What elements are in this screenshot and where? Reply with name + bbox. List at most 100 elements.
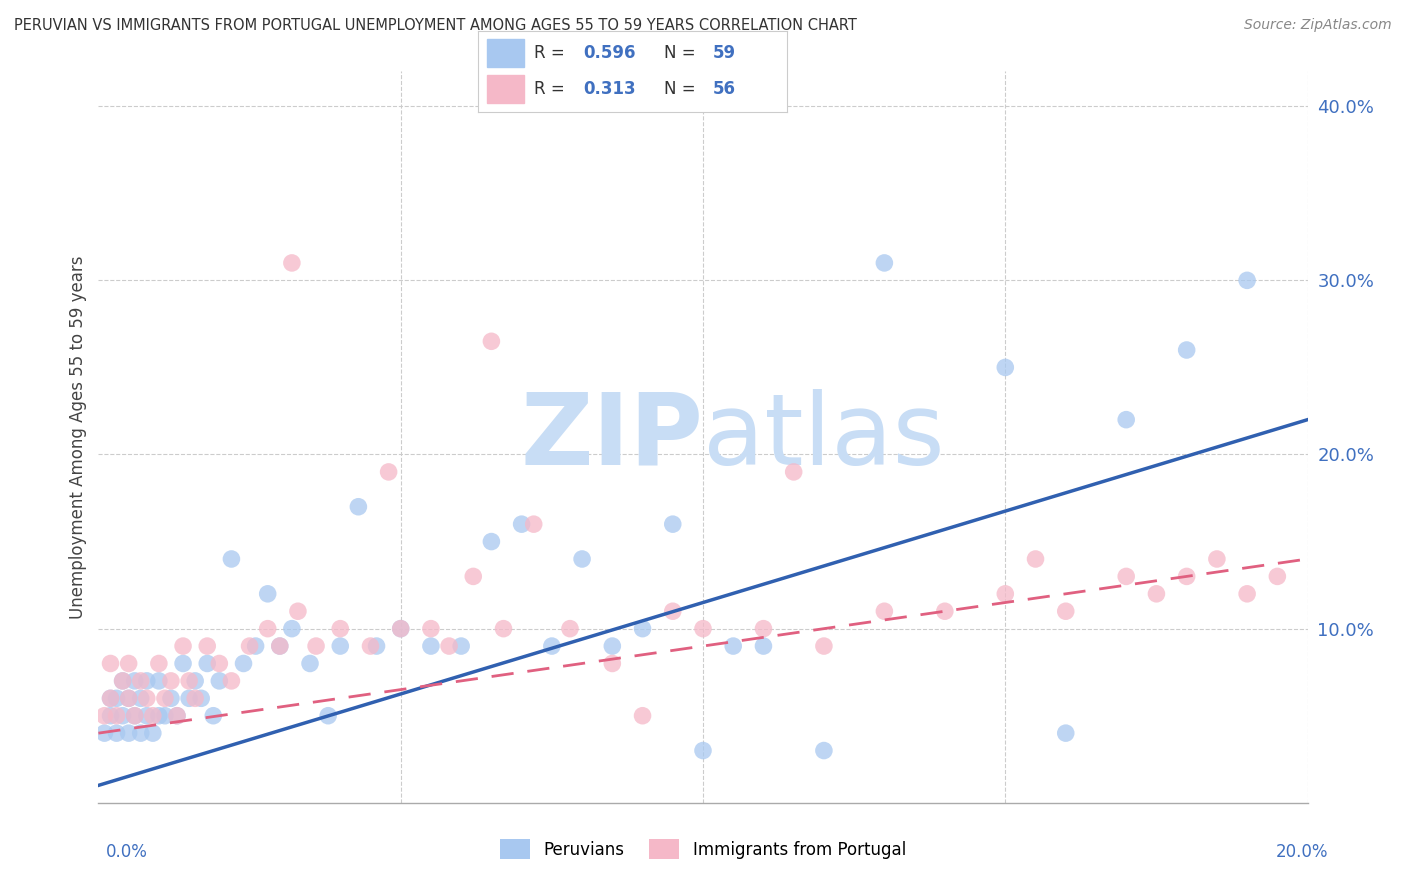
Point (111, 673, 134, 688)
Text: N =: N = (664, 45, 700, 62)
Point (129, 726, 152, 740)
Point (389, 622, 412, 636)
Point (299, 657, 322, 671)
Point (752, 639, 775, 653)
Point (269, 639, 291, 653)
Point (813, 639, 835, 653)
Point (571, 552, 593, 566)
Point (129, 691, 152, 706)
Point (873, 256, 896, 270)
Text: 0.0%: 0.0% (105, 843, 148, 861)
Point (437, 639, 460, 653)
Text: Source: ZipAtlas.com: Source: ZipAtlas.com (1244, 18, 1392, 32)
Text: R =: R = (534, 80, 569, 98)
Text: 56: 56 (713, 80, 737, 98)
Point (723, 639, 745, 653)
Point (148, 657, 170, 671)
Point (934, 604, 956, 618)
Point (492, 622, 515, 636)
Text: atlas: atlas (703, 389, 945, 485)
Point (1054, 726, 1077, 740)
Point (540, 639, 562, 653)
Point (208, 673, 231, 688)
Point (179, 691, 201, 706)
Point (135, 708, 157, 723)
Point (111, 673, 134, 688)
Point (245, 639, 267, 653)
Point (142, 726, 165, 740)
Point (124, 708, 146, 723)
Point (631, 708, 654, 723)
Point (179, 673, 201, 688)
Point (105, 708, 128, 723)
Point (100, 691, 122, 706)
Point (994, 587, 1017, 601)
Point (221, 673, 243, 688)
Point (111, 708, 134, 723)
Point (135, 673, 157, 688)
Point (316, 708, 339, 723)
Point (1115, 412, 1137, 426)
Point (305, 639, 328, 653)
Point (118, 691, 141, 706)
Point (93, 726, 115, 740)
Text: R =: R = (534, 45, 569, 62)
Text: ZIP: ZIP (520, 389, 703, 485)
Point (281, 256, 304, 270)
Bar (488, 39, 524, 68)
Point (450, 639, 472, 653)
Point (692, 622, 714, 636)
Point (221, 552, 243, 566)
Point (420, 622, 443, 636)
Text: 59: 59 (713, 45, 737, 62)
Point (329, 639, 352, 653)
Point (873, 604, 896, 618)
Y-axis label: Unemployment Among Ages 55 to 59 years: Unemployment Among Ages 55 to 59 years (69, 255, 87, 619)
Point (1175, 569, 1198, 583)
Point (1054, 604, 1077, 618)
Point (166, 708, 188, 723)
Point (510, 517, 533, 532)
Point (1206, 552, 1229, 566)
Text: 20.0%: 20.0% (1277, 843, 1329, 861)
Text: 0.313: 0.313 (583, 80, 636, 98)
Point (1175, 343, 1198, 357)
Point (118, 691, 141, 706)
Point (239, 639, 262, 653)
Point (1115, 569, 1137, 583)
Point (1024, 552, 1046, 566)
Point (184, 673, 207, 688)
Point (287, 604, 309, 618)
Point (166, 708, 188, 723)
Point (124, 673, 146, 688)
Point (195, 639, 218, 653)
Point (105, 726, 128, 740)
Point (281, 622, 304, 636)
Point (1236, 587, 1258, 601)
Point (602, 639, 624, 653)
Point (93, 708, 115, 723)
Point (202, 708, 225, 723)
Point (148, 673, 170, 688)
Point (100, 657, 122, 671)
Point (100, 708, 122, 723)
Point (602, 657, 624, 671)
Point (153, 691, 176, 706)
Point (994, 360, 1017, 375)
Point (1267, 569, 1289, 583)
Point (783, 465, 806, 479)
Point (329, 622, 352, 636)
Point (661, 604, 683, 618)
Point (661, 517, 683, 532)
Point (256, 622, 278, 636)
Point (366, 639, 388, 653)
Bar (488, 76, 524, 103)
Point (558, 622, 581, 636)
Point (160, 673, 183, 688)
Point (377, 465, 399, 479)
Point (135, 691, 157, 706)
Point (124, 708, 146, 723)
Point (184, 691, 207, 706)
Point (105, 691, 128, 706)
Point (129, 673, 152, 688)
